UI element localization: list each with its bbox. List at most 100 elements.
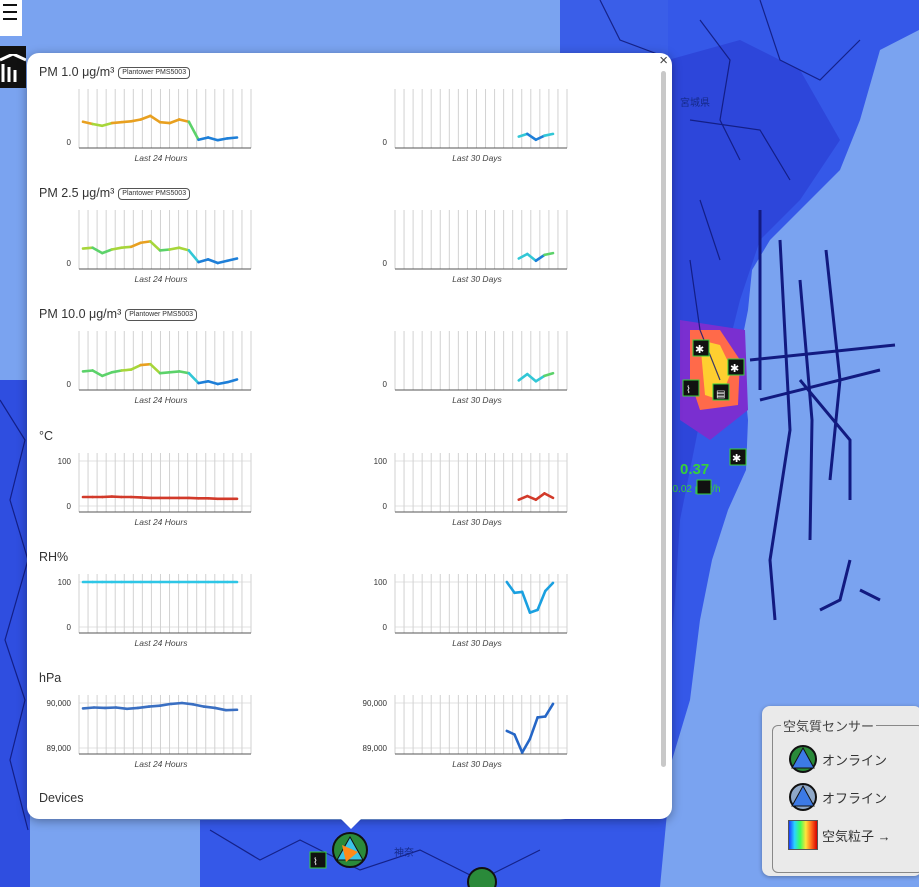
- series-segment: [216, 259, 229, 265]
- menu-button[interactable]: [0, 0, 22, 36]
- popup-scrollbar[interactable]: [661, 71, 666, 767]
- series-segment: [180, 701, 195, 706]
- chart-caption: Last 30 Days: [452, 153, 502, 163]
- series-segment: [91, 369, 104, 378]
- chart-caption: Last 24 Hours: [135, 395, 189, 405]
- y-tick-label: 0: [383, 623, 388, 632]
- hamburger-icon: [3, 4, 17, 6]
- series-segment: [528, 608, 539, 614]
- series-segment: [526, 252, 538, 263]
- map-sensor-marker[interactable]: ✱: [729, 448, 747, 466]
- series-segment: [197, 379, 210, 385]
- series-segment: [543, 132, 555, 138]
- series-segment: [168, 246, 181, 251]
- map-sensor-marker[interactable]: ▤: [712, 383, 730, 401]
- series-segment: [177, 246, 191, 252]
- home-button[interactable]: [0, 46, 26, 88]
- chart-caption: Last 30 Days: [452, 759, 502, 769]
- series-segment: [213, 706, 228, 712]
- series-segment: [534, 492, 546, 502]
- y-tick-label: 100: [374, 578, 388, 587]
- last-24-hours-chart: 100 0 Last 24 Hours: [58, 453, 252, 527]
- chart-caption: Last 24 Hours: [135, 274, 189, 284]
- series-segment: [226, 136, 239, 140]
- series-segment: [139, 114, 152, 121]
- last-30-days-chart: 0 Last 30 Days: [383, 210, 568, 284]
- series-segment: [114, 706, 129, 711]
- y-tick-label: 0: [67, 502, 72, 511]
- map-air-sensor-icon[interactable]: [467, 867, 497, 887]
- last-30-days-chart: 0 Last 30 Days: [383, 89, 568, 163]
- y-tick-label: 89,000: [363, 744, 388, 753]
- series-segment: [81, 246, 94, 250]
- y-tick-label: 0: [67, 623, 72, 632]
- series-segment: [543, 371, 555, 378]
- series-segment: [120, 119, 133, 124]
- series-segment: [206, 258, 220, 265]
- series-segment: [158, 120, 171, 125]
- series-segment: [216, 137, 229, 142]
- series-segment: [177, 118, 191, 124]
- series-segment: [517, 494, 529, 502]
- series-segment: [120, 245, 133, 250]
- series-segment: [149, 362, 162, 375]
- last-24-hours-chart: 90,000 89,000 Last 24 Hours: [47, 695, 252, 769]
- series-segment: [168, 370, 181, 374]
- section-title-pm10: PM 10.0 μg/m³ Plantower PMS5003: [39, 307, 198, 321]
- series-segment: [149, 240, 162, 252]
- series-segment: [528, 716, 539, 741]
- chart-caption: Last 30 Days: [452, 274, 502, 284]
- series-segment: [158, 248, 171, 252]
- series-segment: [534, 253, 546, 263]
- series-segment: [520, 590, 532, 614]
- series-segment: [110, 120, 123, 125]
- last-24-hours-chart: 0 Last 24 Hours: [67, 210, 252, 284]
- map-label-kanagawa: 神奈: [394, 846, 414, 859]
- map-sensor-marker[interactable]: ⌇: [682, 379, 700, 397]
- map-sensor-marker[interactable]: ✱: [727, 358, 745, 376]
- series-segment: [226, 257, 239, 263]
- map-sensor-marker[interactable]: [696, 479, 712, 495]
- unit-label: PM 10.0 μg/m³: [39, 307, 122, 321]
- map-sensor-marker[interactable]: ⌇: [309, 851, 327, 869]
- last-30-days-chart: 0 Last 30 Days: [383, 331, 568, 405]
- last-30-days-chart: 90,000 89,000 Last 30 Days: [363, 695, 568, 769]
- last-24-hours-chart: 0 Last 24 Hours: [67, 331, 252, 405]
- series-segment: [543, 251, 555, 257]
- series-segment: [206, 136, 220, 142]
- series-segment: [177, 370, 191, 375]
- legend-label-offline: オフライン: [822, 791, 888, 806]
- series-segment: [81, 706, 96, 710]
- series-segment: [147, 704, 162, 708]
- home-icon: [0, 54, 26, 82]
- map-sensor-marker[interactable]: ✱: [692, 339, 710, 357]
- close-popup-button[interactable]: ×: [659, 53, 668, 69]
- legend-title: 空気質センサー: [783, 719, 875, 734]
- sensor-model-badge: Plantower PMS5003: [125, 309, 198, 321]
- chart-caption: Last 24 Hours: [135, 517, 189, 527]
- series-segment: [197, 136, 210, 142]
- sensor-model-badge: Plantower PMS5003: [118, 188, 191, 200]
- section-title-pm25: PM 2.5 μg/m³ Plantower PMS5003: [39, 186, 191, 200]
- y-tick-label: 0: [67, 138, 72, 147]
- selected-air-sensor-icon[interactable]: [332, 832, 368, 868]
- y-tick-label: 0: [383, 259, 388, 268]
- sensor-model-badge: Plantower PMS5003: [118, 67, 191, 79]
- series-segment: [544, 581, 555, 593]
- series-segment: [168, 118, 181, 125]
- series-segment: [100, 248, 114, 255]
- unit-label: PM 1.0 μg/m³: [39, 65, 115, 79]
- svg-text:✱: ✱: [695, 344, 704, 356]
- series-segment: [202, 705, 217, 710]
- series-segment: [543, 492, 555, 500]
- series-segment: [110, 369, 123, 374]
- svg-text:⌇: ⌇: [686, 385, 691, 396]
- series-segment: [191, 703, 206, 708]
- section-title-pm1: PM 1.0 μg/m³ Plantower PMS5003: [39, 65, 191, 79]
- series-segment: [505, 729, 516, 736]
- map-legend: 空気質センサー オンライン オフライン 空気粒子 →: [762, 706, 919, 876]
- air-sensor-online-icon: [789, 745, 817, 773]
- last-24-hours-chart: 100 0 Last 24 Hours: [58, 574, 252, 648]
- chart-caption: Last 24 Hours: [135, 759, 189, 769]
- series-segment: [81, 369, 94, 373]
